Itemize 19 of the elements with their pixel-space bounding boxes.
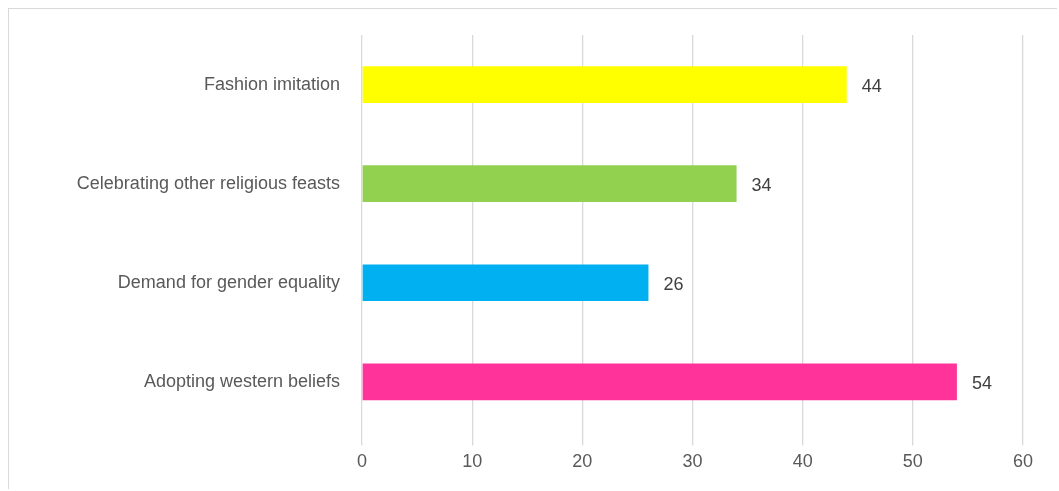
y-tick-label: Adopting western beliefs — [143, 370, 340, 391]
x-tick-label: 40 — [792, 451, 813, 472]
x-tick-label: 50 — [902, 451, 923, 472]
bar — [362, 264, 649, 302]
bar — [362, 363, 957, 401]
x-tick-label: 60 — [1012, 451, 1034, 472]
bar — [362, 66, 847, 103]
data-label: 26 — [663, 273, 684, 294]
x-tick-label: 20 — [572, 451, 593, 472]
x-tick-label: 30 — [682, 451, 703, 472]
data-label: 54 — [971, 372, 992, 393]
y-tick-label: Celebrating other religious feasts — [76, 172, 340, 193]
x-tick-label: 10 — [462, 451, 483, 472]
data-label: 34 — [751, 174, 772, 195]
data-label: 44 — [861, 75, 882, 96]
bar — [362, 165, 737, 202]
y-tick-label: Fashion imitation — [203, 73, 340, 94]
x-tick-label: 0 — [356, 451, 368, 472]
y-tick-label: Demand for gender equality — [117, 271, 340, 292]
